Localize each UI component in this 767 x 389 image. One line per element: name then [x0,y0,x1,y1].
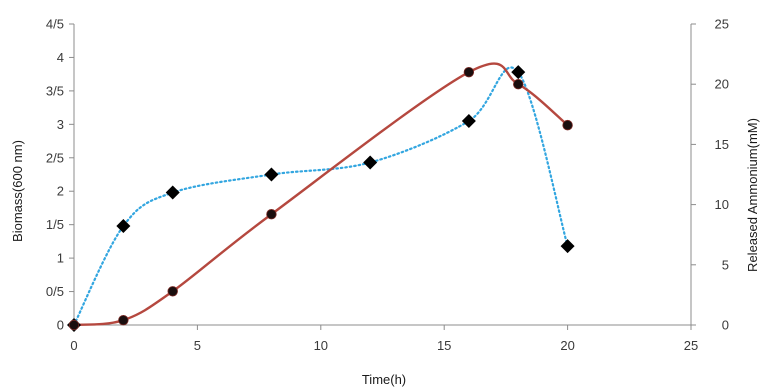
right-y-tick-label: 20 [715,77,729,92]
x-tick-label: 0 [70,338,77,353]
ammonium-data-point [513,78,524,90]
x-tick-label: 25 [684,338,698,353]
left-y-tick-label: 1/5 [46,217,64,232]
right-y-tick-label: 0 [722,318,729,333]
left-y-tick-label: 3 [57,117,64,132]
ammonium-data-point [68,319,80,331]
ammonium-data-point [266,209,277,220]
ammonium-data-point [118,314,129,326]
ammonium-series-line [73,62,569,327]
biomass-series-line [72,66,569,327]
ammonium-data-point [463,66,475,78]
x-tick-label: 5 [194,338,201,353]
left-y-tick-label: 2/5 [46,150,64,165]
x-tick-label: 15 [437,338,451,353]
right-y-tick-label: 25 [715,17,729,32]
series-markers [67,65,575,332]
ammonium-data-point [167,286,178,297]
biomass-data-point [511,65,526,80]
left-y-tick-label: 4/5 [46,17,64,32]
right-y-tick-label: 15 [715,137,729,152]
left-y-tick-label: 0 [57,318,64,333]
biomass-data-point [461,113,476,128]
axes [69,23,696,330]
right-y-tick-label: 5 [722,257,729,272]
tick-labels: 0 5 10 15 20 25 0 0/5 1 1/5 2 2/5 3 3/5 4 4/5 0 5 10 15 20 25 [46,17,729,354]
biomass-data-point [165,185,180,200]
right-y-tick-label: 10 [715,197,729,212]
left-y-tick-label: 0/5 [46,284,64,299]
left-y-tick-label: 3/5 [46,83,64,98]
biomass-data-point [560,239,575,254]
x-tick-label: 20 [560,338,574,353]
biomass-data-point [363,155,378,170]
x-axis-title: Time(h) [362,372,406,387]
left-y-axis-title: Biomass(600 nm) [10,140,25,242]
biomass-data-point [116,219,131,234]
ammonium-data-point [562,119,573,131]
right-y-axis-title: Released Ammonium(mM) [745,118,760,272]
left-y-tick-label: 2 [57,184,64,199]
left-y-tick-label: 1 [57,251,64,266]
series-lines [72,62,569,327]
biomass-data-point [264,167,279,182]
left-y-tick-label: 4 [57,50,64,65]
x-tick-label: 10 [314,338,328,353]
